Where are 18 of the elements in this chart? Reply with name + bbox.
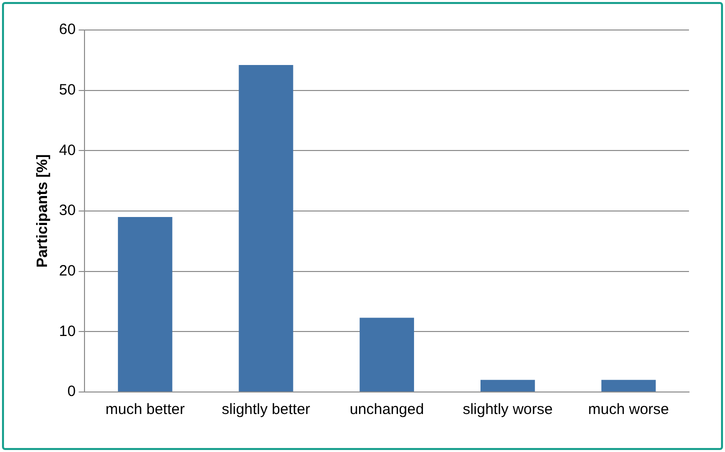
y-tick-label: 40	[58, 142, 76, 159]
x-tick-label: much better	[106, 401, 185, 418]
x-tick-label: slightly better	[222, 401, 310, 418]
x-tick-label: much worse	[588, 401, 669, 418]
x-tick-label: unchanged	[350, 401, 424, 418]
bar	[360, 318, 414, 392]
bar	[118, 217, 172, 392]
bar	[480, 380, 535, 392]
bar	[601, 380, 656, 392]
x-tick-label: slightly worse	[462, 401, 553, 418]
y-tick-label: 60	[58, 21, 76, 38]
y-tick-label: 50	[58, 81, 76, 98]
y-tick-label: 10	[58, 322, 76, 340]
y-tick-label: 20	[58, 262, 76, 280]
y-axis-title: Participants [%]	[34, 154, 52, 268]
y-tick-label: 30	[58, 202, 76, 220]
y-tick-label: 0	[67, 383, 76, 400]
bar	[238, 64, 294, 392]
